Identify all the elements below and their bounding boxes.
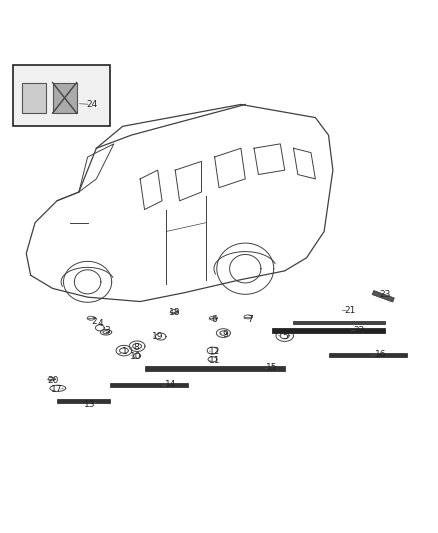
Text: 20: 20 <box>47 376 58 385</box>
Bar <box>328 353 407 357</box>
Bar <box>53 83 77 113</box>
Text: 15: 15 <box>266 363 277 372</box>
Text: 4: 4 <box>98 319 103 328</box>
Text: 18: 18 <box>170 308 181 317</box>
Text: 12: 12 <box>209 348 220 357</box>
Text: 8: 8 <box>133 343 139 352</box>
Text: 24: 24 <box>86 100 98 109</box>
Polygon shape <box>372 290 394 302</box>
Text: 11: 11 <box>209 356 220 365</box>
Text: 3: 3 <box>104 326 110 335</box>
Text: 7: 7 <box>247 314 253 324</box>
Text: 19: 19 <box>152 332 163 341</box>
Text: 13: 13 <box>84 400 95 409</box>
Bar <box>13 65 110 126</box>
Text: 22: 22 <box>353 326 365 335</box>
Bar <box>272 328 385 333</box>
Text: 14: 14 <box>165 380 177 389</box>
Text: 10: 10 <box>130 352 141 361</box>
Bar <box>22 83 46 113</box>
Text: 23: 23 <box>380 290 391 300</box>
Text: 6: 6 <box>212 314 218 324</box>
Text: 5: 5 <box>282 332 288 341</box>
Text: 2: 2 <box>92 317 97 326</box>
Text: 9: 9 <box>223 330 229 339</box>
Bar <box>57 399 110 403</box>
Bar <box>145 366 285 371</box>
Text: 21: 21 <box>345 306 356 315</box>
Bar <box>110 383 188 387</box>
Text: 17: 17 <box>51 385 63 394</box>
Text: 16: 16 <box>375 350 387 359</box>
Bar <box>293 321 385 324</box>
Text: 1: 1 <box>122 348 128 357</box>
